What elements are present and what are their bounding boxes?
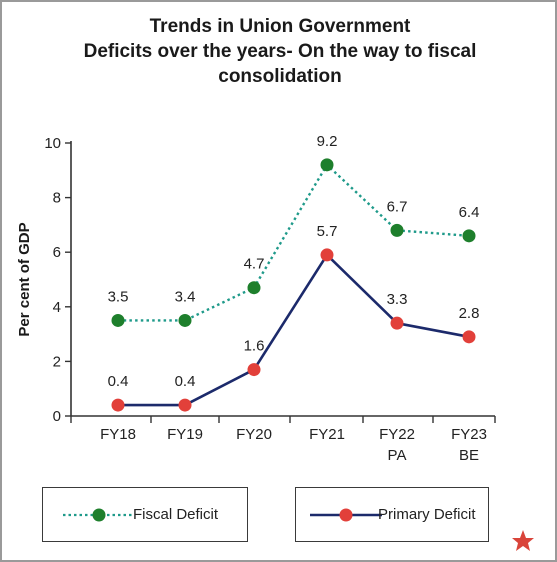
data-label: 6.4: [459, 204, 480, 221]
y-tick-label: 2: [53, 353, 61, 370]
chart-title: Trends in Union Government Deficits over…: [83, 16, 477, 87]
data-point: [390, 316, 404, 330]
x-tick-label: FY18: [100, 426, 136, 443]
data-label: 2.8: [459, 305, 480, 322]
x-tick-label: FY19: [167, 426, 203, 443]
data-point: [462, 229, 476, 243]
data-point: [178, 398, 192, 412]
data-label: 0.4: [175, 373, 196, 390]
y-tick-label: 8: [53, 190, 61, 207]
data-point: [320, 158, 334, 172]
data-point: [178, 313, 192, 327]
data-label: 0.4: [108, 373, 129, 390]
data-point: [111, 398, 125, 412]
star-icon: [512, 530, 534, 551]
legend-label-fiscal-deficit: Fiscal Deficit: [133, 506, 219, 523]
data-label: 1.6: [244, 338, 265, 355]
data-labels: 3.5 3.4 4.7 9.2 6.7 6.4 0.4 0.4 1.6 5.7 3.3 2.8: [108, 133, 480, 390]
data-point: [390, 223, 404, 237]
x-tick-label: FY23: [451, 426, 487, 443]
series-lines: [118, 163, 470, 407]
data-points: [111, 158, 476, 412]
y-tick-label: 0: [53, 408, 61, 425]
legend-primary-deficit: Primary Deficit: [295, 487, 489, 542]
y-axis-title: Per cent of GDP: [16, 222, 33, 336]
data-label: 4.7: [244, 256, 265, 273]
legend-fiscal-deficit: Fiscal Deficit: [42, 487, 248, 542]
data-label: 6.7: [387, 198, 408, 215]
data-point: [247, 363, 261, 377]
y-tick-label: 6: [53, 244, 61, 261]
data-point: [320, 248, 334, 262]
data-label: 5.7: [317, 223, 338, 240]
axes: 0 2 4 6 8 10 FY18 FY19 FY20 FY21 FY22 PA FY23 BE Per c…: [16, 135, 496, 464]
x-tick-label: BE: [459, 447, 479, 464]
x-tick-label: FY22: [379, 426, 415, 443]
data-label: 3.5: [108, 288, 129, 305]
x-tick-label: FY21: [309, 426, 345, 443]
y-tick-label: 4: [53, 299, 61, 316]
x-tick-label: PA: [388, 447, 407, 464]
legend-primary-swatch: [310, 508, 382, 522]
data-point: [111, 313, 125, 327]
legend-fiscal-swatch: [63, 508, 135, 522]
x-tick-label: FY20: [236, 426, 272, 443]
data-label: 3.4: [175, 288, 196, 305]
data-point: [247, 281, 261, 295]
data-point: [462, 330, 476, 344]
series-line: [118, 253, 470, 407]
y-tick-label: 10: [44, 135, 61, 152]
series-line: [118, 163, 470, 322]
data-label: 3.3: [387, 291, 408, 308]
legend-label-primary-deficit: Primary Deficit: [378, 506, 476, 523]
data-label: 9.2: [317, 133, 338, 150]
